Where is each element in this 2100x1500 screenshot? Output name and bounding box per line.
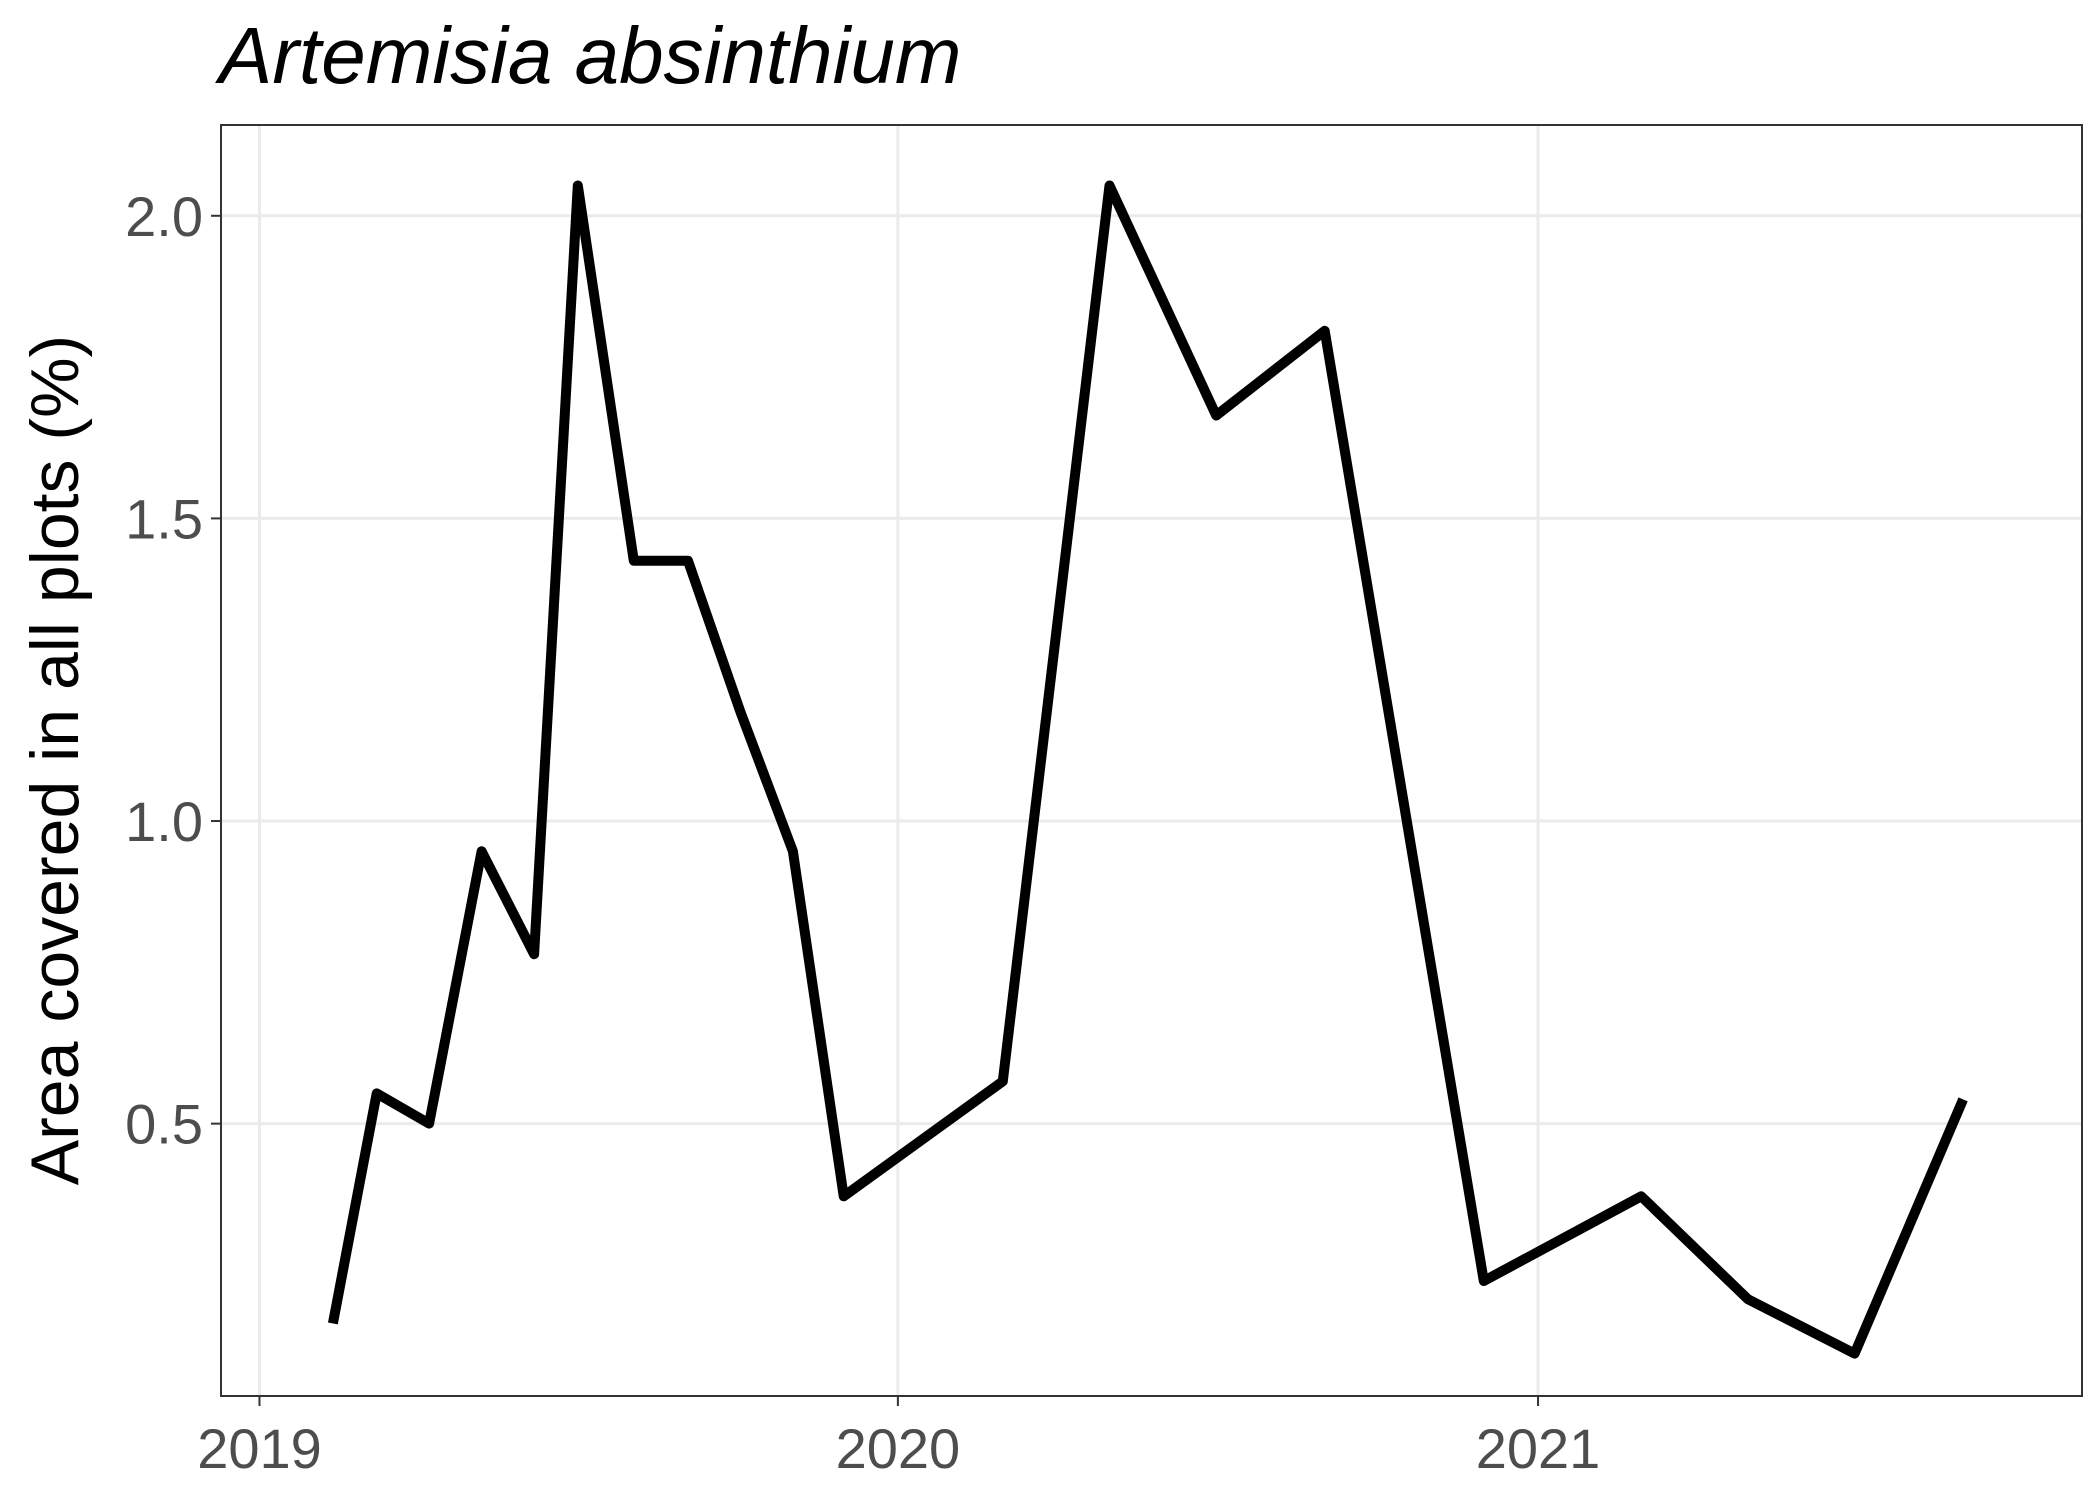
x-axis: 2019 2020 2021: [197, 1396, 1600, 1480]
y-tick-label: 1.0: [125, 790, 203, 853]
plot-panel-border: [220, 124, 2083, 1397]
x-tick-label: 2020: [836, 1417, 961, 1480]
y-axis: 0.5 1.0 1.5 2.0: [125, 185, 221, 1156]
y-axis-label: Area covered in all plots (%): [17, 335, 93, 1185]
series-line: [327, 180, 1968, 1359]
chart-title: Artemisia absinthium: [215, 11, 962, 100]
gridlines: [221, 125, 2082, 1396]
x-tick-label: 2019: [197, 1417, 322, 1480]
y-tick-label: 0.5: [125, 1093, 203, 1156]
y-tick-label: 2.0: [125, 185, 203, 248]
y-tick-label: 1.5: [125, 487, 203, 550]
x-tick-label: 2021: [1476, 1417, 1601, 1480]
data-layer: [327, 180, 1968, 1359]
